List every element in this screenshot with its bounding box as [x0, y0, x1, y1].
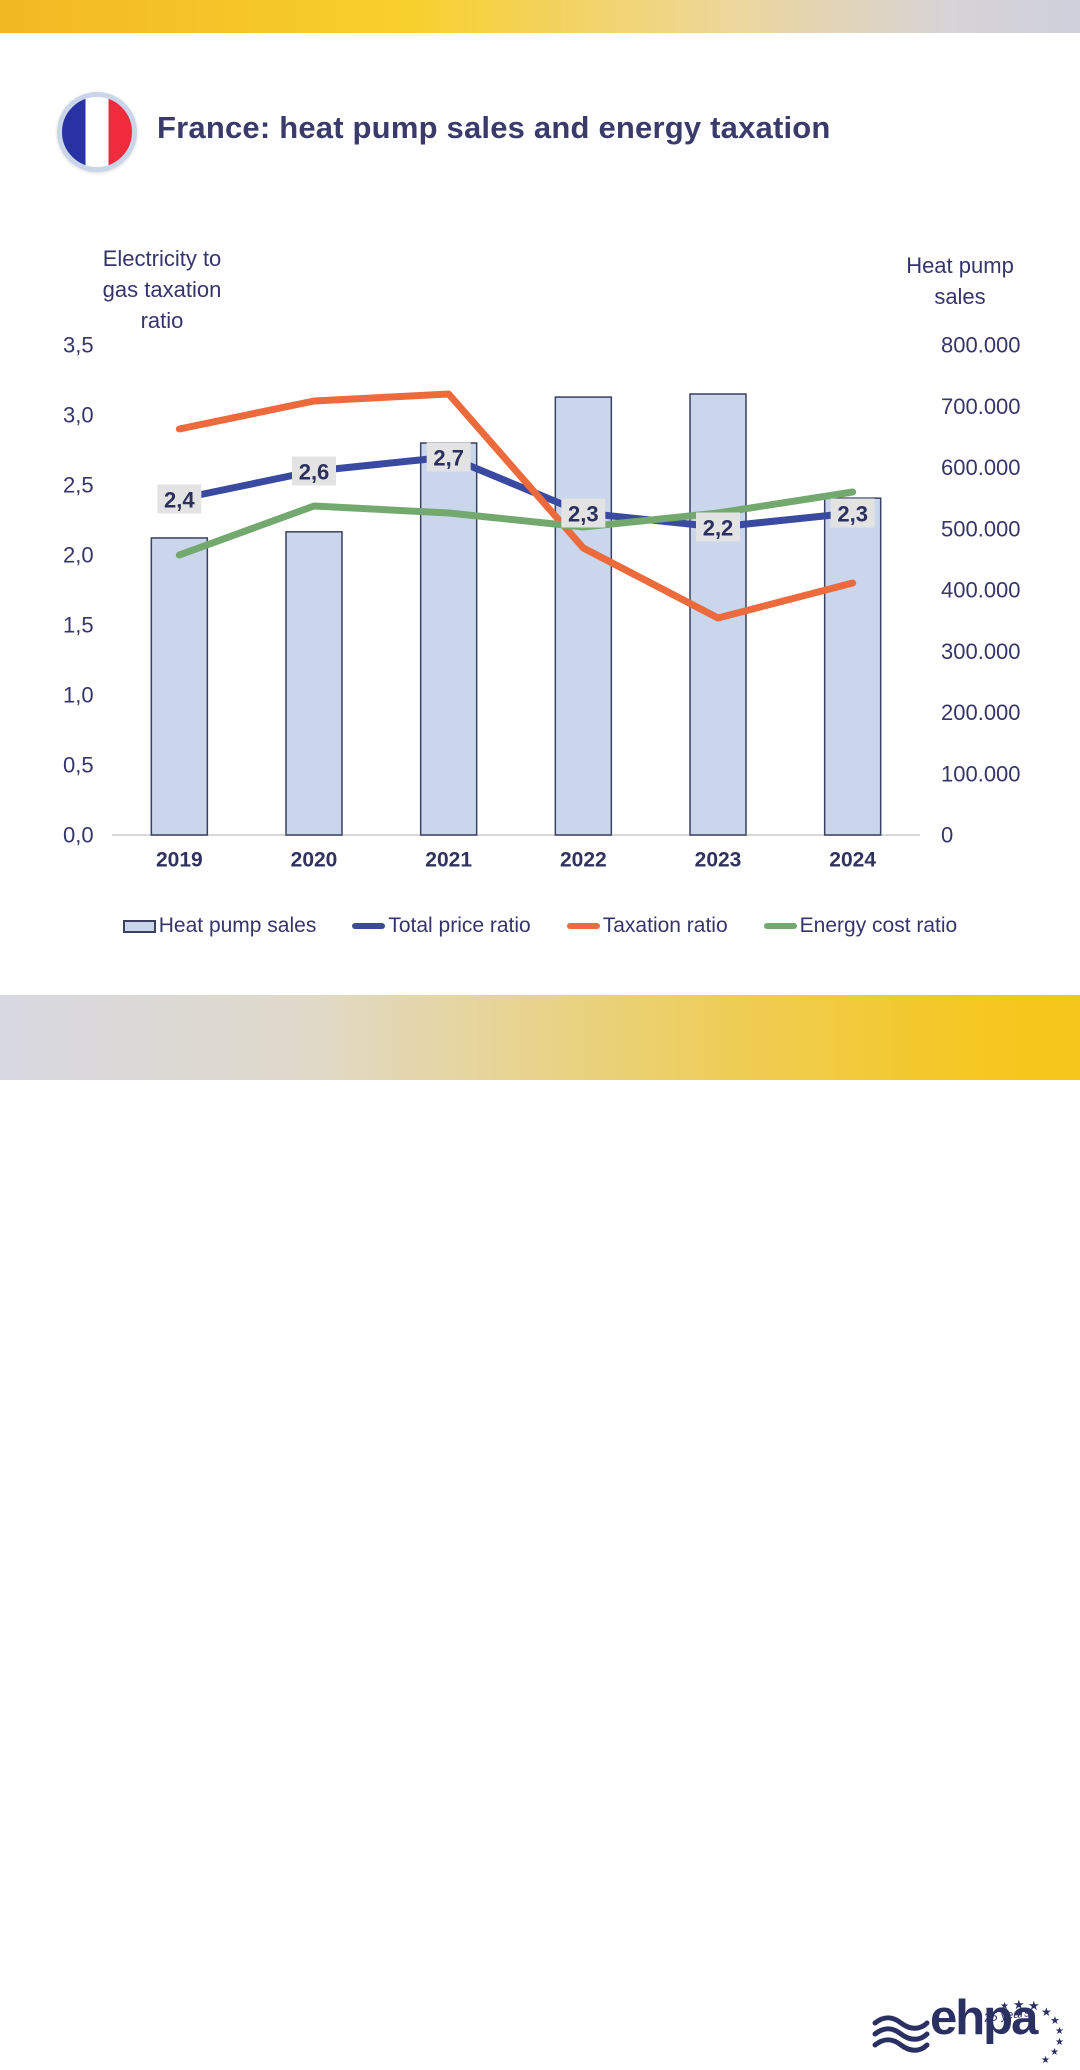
right-axis-title: Heat pump sales: [906, 253, 1014, 310]
bar-heat-pump-sales: [823, 497, 882, 836]
legend-item-taxation-ratio: Taxation ratio: [566, 914, 728, 938]
france-flag-icon: [57, 92, 137, 172]
bar-heat-pump-sales: [419, 442, 478, 836]
bar-heat-pump-sales: [554, 396, 613, 836]
data-label: 2,7: [433, 446, 464, 471]
legend-item-energy-cost-ratio: Energy cost ratio: [763, 914, 957, 938]
right-axis-tick-label: 700.000: [941, 394, 1021, 419]
bottom-gradient-bar: ehpa 25 years ★ ★ ★ ★ ★ ★ ★ ★ ★: [0, 995, 1080, 2066]
bar-swatch-icon: [122, 919, 156, 933]
data-label: 2,3: [837, 502, 868, 527]
left-axis-tick-label: 2,0: [63, 543, 94, 568]
line-swatch-icon: [763, 923, 797, 929]
x-axis-year-label: 2019: [156, 849, 203, 872]
data-label: 2,6: [299, 460, 330, 485]
data-label-box: [157, 484, 202, 514]
chart-legend: Heat pump sales Total price ratio Taxati…: [0, 905, 1080, 947]
chart-canvas: 3,5 3,0 2,5 2,0 1,5 1,0 0,5 0,0 800.000 700.000 60…: [63, 333, 1021, 872]
line-swatch-icon: [352, 923, 386, 929]
left-axis-title: Electricity to gas taxation ratio: [102, 246, 222, 334]
header: France: heat pump sales and energy taxat…: [0, 90, 1080, 180]
data-label-box: [292, 456, 336, 486]
right-axis-tick-label: 300.000: [941, 639, 1021, 664]
line-swatch-icon: [566, 923, 600, 929]
legend-item-total-price-ratio: Total price ratio: [352, 914, 531, 938]
data-label: 2,3: [568, 502, 599, 527]
right-axis-tick-label: 0: [941, 823, 953, 848]
right-axis-tick-label: 200.000: [941, 700, 1021, 725]
ehpa-logo: ehpa 25 years ★ ★ ★ ★ ★ ★ ★ ★ ★: [872, 1991, 1072, 2070]
wave-icon: [872, 2015, 930, 2053]
line-total-price-ratio: [175, 453, 857, 531]
x-axis-year-label: 2022: [560, 849, 607, 872]
page-title: France: heat pump sales and energy taxat…: [157, 110, 831, 145]
right-axis-tick-label: 500.000: [941, 516, 1021, 541]
left-axis-tick-label: 0,0: [63, 823, 94, 848]
data-label-box: [561, 498, 606, 528]
right-axis-tick-label: 400.000: [941, 578, 1021, 603]
data-label-box: [830, 498, 875, 528]
data-label: 2,2: [703, 516, 734, 541]
left-axis-tick-label: 1,5: [63, 613, 94, 638]
x-axis-year-label: 2024: [829, 849, 876, 872]
legend-item-heat-pump-sales: Heat pump sales: [122, 914, 316, 938]
data-label: 2,4: [164, 488, 195, 513]
right-axis-tick-label: 600.000: [941, 455, 1021, 480]
x-axis-year-label: 2023: [695, 849, 742, 872]
line-energy-cost-ratio: [175, 488, 857, 559]
left-axis-tick-label: 0,5: [63, 753, 94, 778]
data-label-box: [426, 442, 471, 472]
bar-heat-pump-sales: [150, 537, 209, 836]
left-axis-tick-label: 1,0: [63, 683, 94, 708]
data-label-box: [696, 512, 740, 542]
line-taxation-ratio: [175, 390, 857, 622]
left-axis-tick-label: 2,5: [63, 473, 94, 498]
x-axis-year-label: 2021: [425, 849, 472, 872]
x-axis-year-label: 2020: [291, 849, 338, 872]
right-axis-tick-label: 800.000: [941, 333, 1021, 358]
top-gradient-bar: [0, 0, 1080, 33]
bar-heat-pump-sales: [285, 531, 343, 836]
right-axis-tick-label: 100.000: [941, 761, 1021, 786]
left-axis-tick-label: 3,5: [63, 333, 94, 358]
left-axis-tick-label: 3,0: [63, 403, 94, 428]
